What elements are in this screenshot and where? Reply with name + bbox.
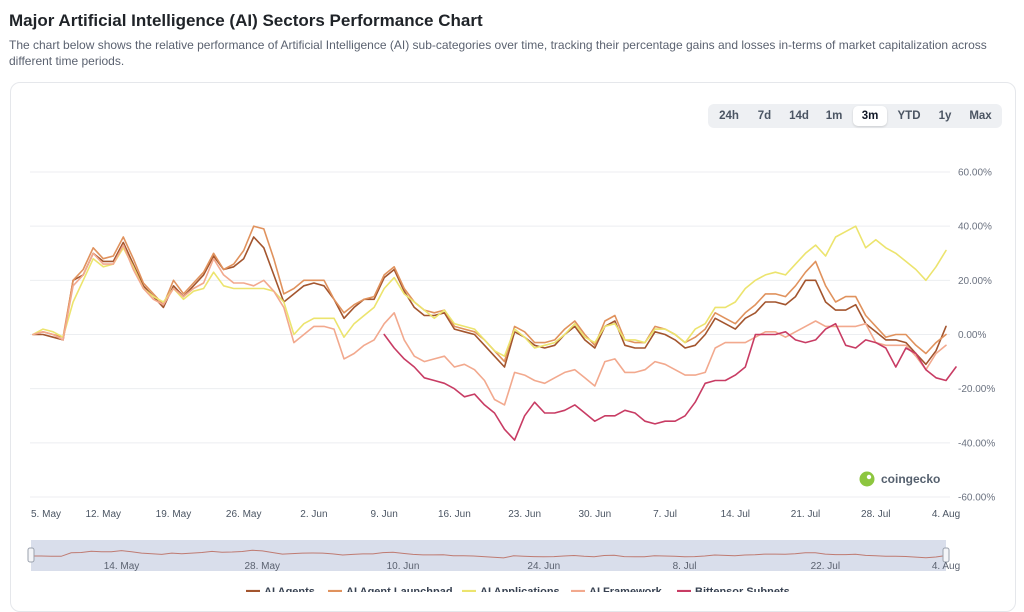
range-tab-24h[interactable]: 24h [719, 110, 739, 122]
page-title: Major Artificial Intelligence (AI) Secto… [9, 11, 483, 30]
range-tab-14d[interactable]: 14d [789, 110, 809, 122]
legend-item[interactable]: AI Framework [571, 586, 663, 592]
x-tick-label: 30. Jun [578, 509, 611, 520]
x-tick-label: 4. Aug [932, 509, 960, 520]
legend-label: AI Applications [480, 586, 560, 592]
navigator-line [31, 549, 947, 559]
coingecko-logo-icon [859, 471, 875, 487]
range-tab-1y[interactable]: 1y [938, 110, 952, 122]
navigator-date-label: 28. May [244, 561, 280, 572]
y-tick-label: 20.00% [958, 276, 992, 287]
legend-item[interactable]: Bittensor Subnets [677, 586, 790, 592]
time-range-selector: 24h 7d 14d 1m 3m YTD 1y Max [708, 104, 1002, 128]
x-tick-label: 12. May [85, 509, 121, 520]
legend-label: AI Agent Launchpad [346, 586, 453, 592]
navigator-handle-right[interactable] [942, 547, 950, 563]
x-tick-label: 2. Jun [300, 509, 327, 520]
coingecko-logo-eye-icon [866, 474, 872, 480]
legend-label: AI Agents [264, 586, 315, 592]
performance-chart: 60.00% 40.00% 20.00% 0.00% -20.00% -40.00% -60… [27, 168, 995, 592]
y-tick-label: 60.00% [958, 168, 992, 179]
range-tab-3m[interactable]: 3m [853, 106, 887, 126]
legend-label: Bittensor Subnets [695, 586, 790, 592]
navigator-date-label: 22. Jul [811, 561, 840, 572]
x-tick-label: 16. Jun [438, 509, 471, 520]
x-tick-label: 23. Jun [508, 509, 541, 520]
navigator-date-label: 8. Jul [673, 561, 697, 572]
y-tick-label: -20.00% [958, 384, 995, 395]
x-tick-label: 7. Jul [653, 509, 677, 520]
y-tick-label: 0.00% [958, 330, 986, 341]
legend-item[interactable]: AI Agent Launchpad [328, 586, 453, 592]
navigator-handle-left[interactable] [27, 547, 35, 563]
x-tick-label: 26. May [226, 509, 262, 520]
navigator-date-label: 24. Jun [527, 561, 560, 572]
coingecko-watermark: coingecko [859, 471, 940, 487]
series-line-ai-agents[interactable] [32, 236, 947, 368]
navigator-date-label: 4. Aug [932, 561, 960, 572]
y-tick-label: -60.00% [958, 493, 995, 504]
series-line-ai-framework[interactable] [32, 244, 947, 406]
series-line-bittensor-subnets[interactable] [383, 322, 957, 441]
chart-legend: AI Agents AI Agent Launchpad AI Applicatio… [246, 586, 790, 592]
legend-item[interactable]: AI Applications [462, 586, 560, 592]
x-tick-label: 5. May [31, 509, 61, 520]
range-tab-7d[interactable]: 7d [757, 110, 772, 122]
range-tab-1m[interactable]: 1m [825, 110, 843, 122]
y-tick-label: -40.00% [958, 438, 995, 449]
navigator-background [31, 540, 946, 571]
range-tab-ytd[interactable]: YTD [897, 110, 921, 122]
x-tick-label: 19. May [156, 509, 192, 520]
watermark-text: coingecko [881, 472, 940, 486]
x-tick-label: 28. Jul [861, 509, 890, 520]
legend-item[interactable]: AI Agents [246, 586, 315, 592]
series-line-ai-applications[interactable] [32, 225, 947, 357]
page-description: The chart below shows the relative perfo… [9, 38, 987, 68]
x-tick-label: 21. Jul [791, 509, 820, 520]
range-navigator[interactable]: 14. May 28. May 10. Jun 24. Jun 8. Jul 22. Ju… [27, 540, 960, 572]
range-tab-max[interactable]: Max [969, 110, 992, 122]
x-tick-label: 14. Jul [721, 509, 750, 520]
navigator-date-label: 14. May [104, 561, 140, 572]
navigator-date-label: 10. Jun [387, 561, 420, 572]
legend-label: AI Framework [589, 586, 663, 592]
x-tick-label: 9. Jun [371, 509, 398, 520]
y-tick-label: 40.00% [958, 222, 992, 233]
chart-card [10, 82, 1016, 612]
